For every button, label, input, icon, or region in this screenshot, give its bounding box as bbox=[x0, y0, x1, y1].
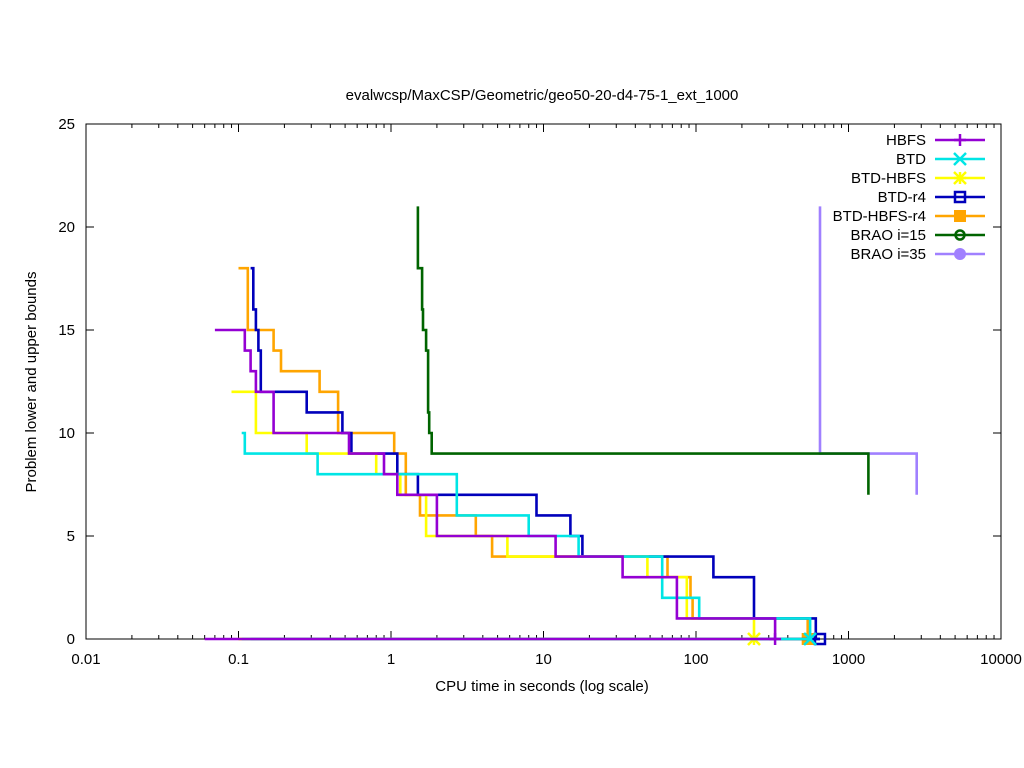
upper-bound-line bbox=[416, 206, 870, 495]
legend-label: BTD-HBFS-r4 bbox=[833, 208, 926, 225]
legend-item-hbfs: HBFS bbox=[886, 132, 985, 149]
legend-marker bbox=[954, 210, 966, 222]
y-tick-label: 0 bbox=[67, 631, 75, 648]
series-brao-i-15 bbox=[416, 206, 870, 495]
x-tick-label: 10 bbox=[535, 651, 552, 668]
legend-item-btd-r4: BTD-r4 bbox=[878, 189, 985, 206]
x-tick-labels: 0.01 0.1 1 10 100 1000 10000 bbox=[71, 651, 1021, 668]
y-tick-label: 20 bbox=[58, 219, 75, 236]
legend-item-btd-hbfs-r4: BTD-HBFS-r4 bbox=[833, 208, 985, 225]
legend-label: BRAO i=15 bbox=[851, 227, 926, 244]
series-btd-hbfs bbox=[231, 390, 761, 646]
x-tick-label: 0.1 bbox=[228, 651, 249, 668]
legend-marker bbox=[953, 171, 967, 185]
legend-marker bbox=[954, 248, 966, 260]
plot-lines bbox=[204, 206, 919, 646]
legend-label: BTD-HBFS bbox=[851, 170, 926, 187]
series-hbfs bbox=[204, 328, 782, 645]
y-tick-label: 15 bbox=[58, 322, 75, 339]
legend-marker bbox=[953, 152, 967, 166]
series-btd-hbfs-r4 bbox=[238, 266, 814, 645]
y-tick-label: 25 bbox=[58, 116, 75, 133]
y-tick-labels: 0 5 10 15 20 25 bbox=[58, 116, 75, 648]
y-axis-label: Problem lower and upper bounds bbox=[23, 272, 40, 493]
legend-item-brao-i-15: BRAO i=15 bbox=[851, 227, 985, 244]
legend-marker bbox=[954, 134, 966, 146]
series-btd bbox=[241, 431, 817, 646]
x-axis-label: CPU time in seconds (log scale) bbox=[435, 678, 648, 695]
plot-frame bbox=[85, 123, 1002, 640]
legend-label: BRAO i=35 bbox=[851, 246, 926, 263]
legend: HBFS BTD BTD-HBFS BTD-r4 BTD-HBFS-r4 BRAO i=1… bbox=[833, 132, 985, 263]
upper-bound-line bbox=[214, 328, 777, 639]
y-tick-label: 10 bbox=[58, 425, 75, 442]
x-tick-label: 10000 bbox=[980, 651, 1022, 668]
series-btd-r4 bbox=[250, 266, 827, 646]
x-tick-label: 1 bbox=[387, 651, 395, 668]
legend-label: BTD bbox=[896, 151, 926, 168]
legend-item-btd-hbfs: BTD-HBFS bbox=[851, 170, 985, 187]
x-tick-label: 1000 bbox=[832, 651, 865, 668]
axis-ticks bbox=[85, 123, 1002, 640]
x-tick-label: 100 bbox=[683, 651, 708, 668]
end-marker bbox=[803, 632, 817, 646]
legend-item-brao-i-35: BRAO i=35 bbox=[851, 246, 985, 263]
legend-item-btd: BTD bbox=[896, 151, 985, 168]
legend-label: HBFS bbox=[886, 132, 926, 149]
upper-bound-line bbox=[250, 266, 820, 641]
y-tick-label: 5 bbox=[67, 528, 75, 545]
chart-title: evalwcsp/MaxCSP/Geometric/geo50-20-d4-75… bbox=[346, 87, 739, 104]
end-marker bbox=[813, 632, 827, 646]
legend-marker bbox=[953, 190, 967, 204]
end-marker bbox=[769, 633, 782, 645]
legend-marker bbox=[954, 229, 966, 241]
legend-label: BTD-r4 bbox=[878, 189, 926, 206]
x-tick-label: 0.01 bbox=[71, 651, 100, 668]
